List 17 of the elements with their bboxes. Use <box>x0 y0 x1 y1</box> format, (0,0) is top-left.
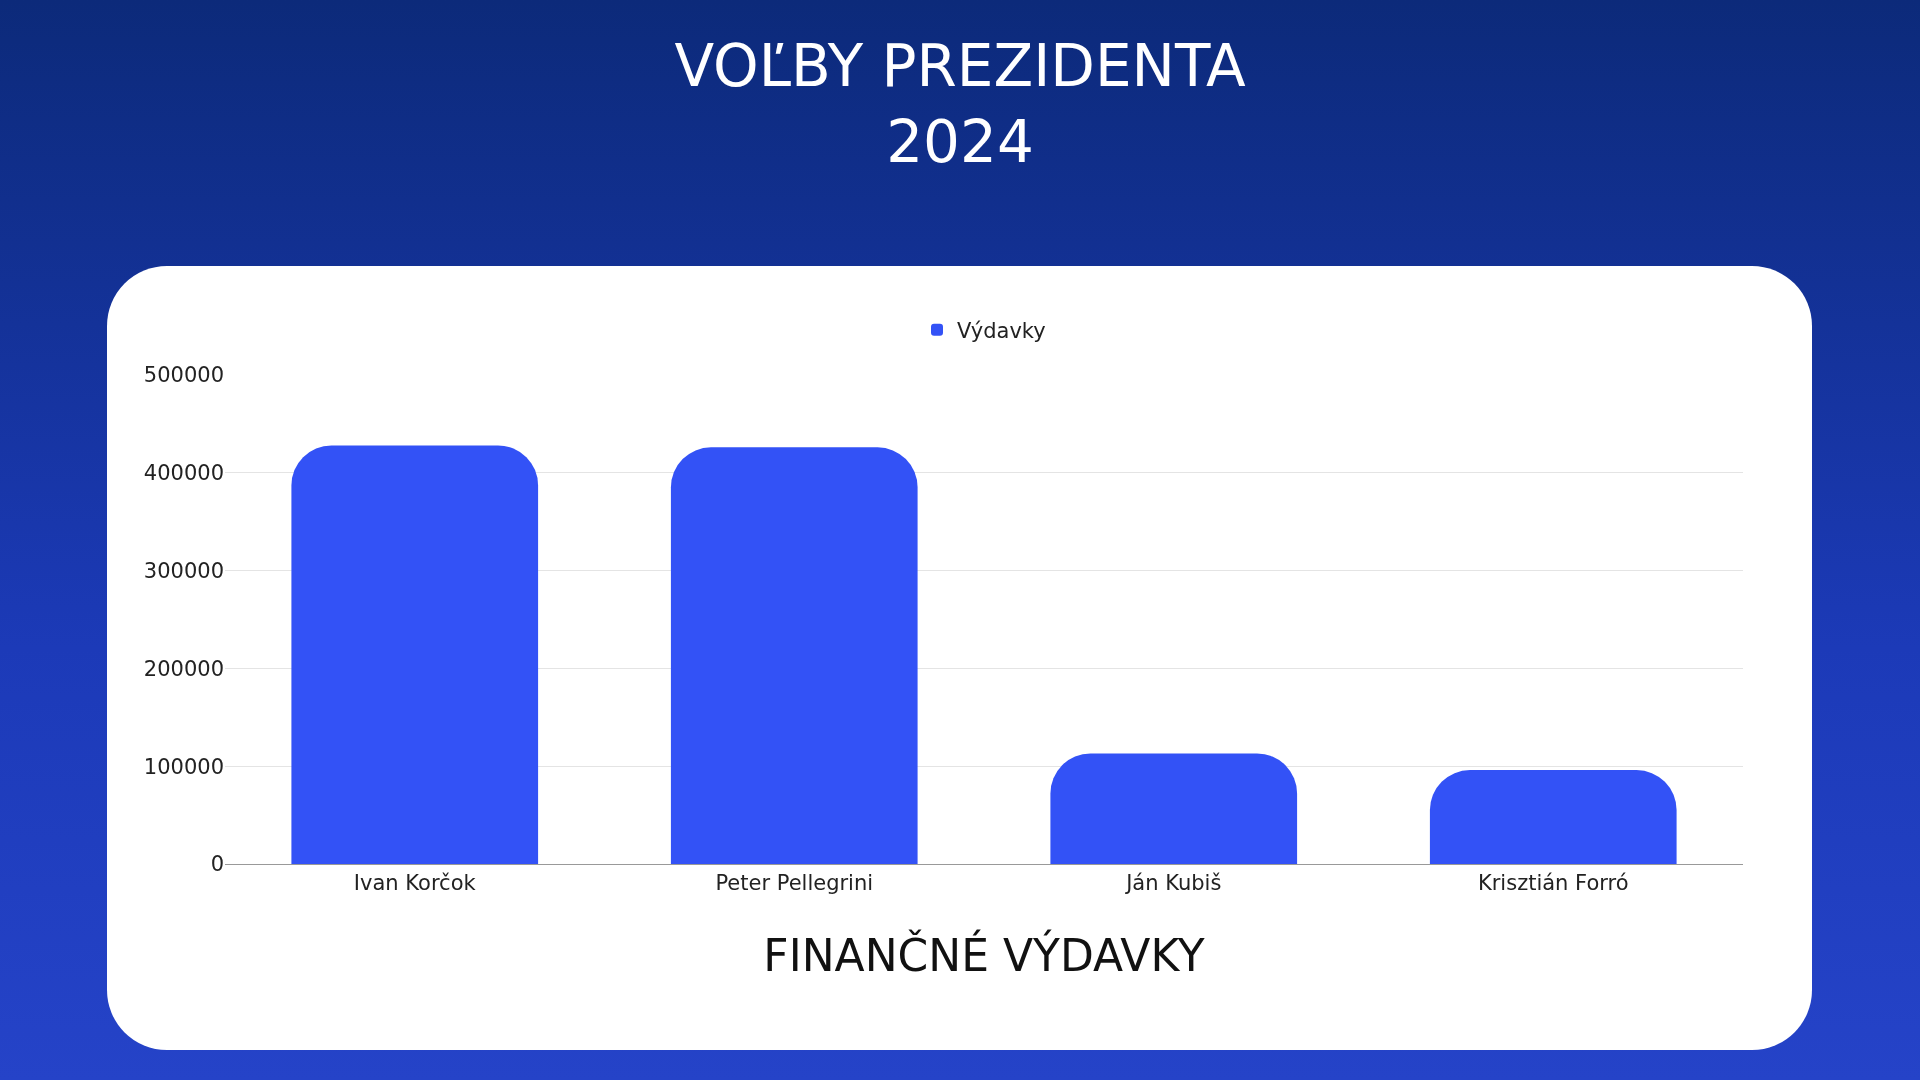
bar <box>1050 753 1298 864</box>
x-axis-title: FINANČNÉ VÝDAVKY <box>763 928 1205 981</box>
y-tick-label: 200000 <box>143 656 224 681</box>
y-tick-label: 400000 <box>143 461 224 486</box>
legend-label: Výdavky <box>957 318 1046 343</box>
x-tick-label: Krisztián Forró <box>1477 871 1629 896</box>
x-tick-label: Ján Kubiš <box>1124 871 1222 896</box>
bar <box>1429 770 1677 864</box>
x-tick-label: Ivan Korčok <box>353 871 477 896</box>
bar <box>291 445 539 864</box>
y-tick-label: 0 <box>210 852 224 877</box>
bar <box>670 447 918 864</box>
y-tick-label: 500000 <box>143 363 224 388</box>
x-tick-label: Peter Pellegrini <box>715 871 874 896</box>
chart-title: VOĽBY PREZIDENTA 2024 <box>674 32 1246 176</box>
y-tick-label: 100000 <box>143 754 224 779</box>
y-tick-label: 300000 <box>143 558 224 583</box>
